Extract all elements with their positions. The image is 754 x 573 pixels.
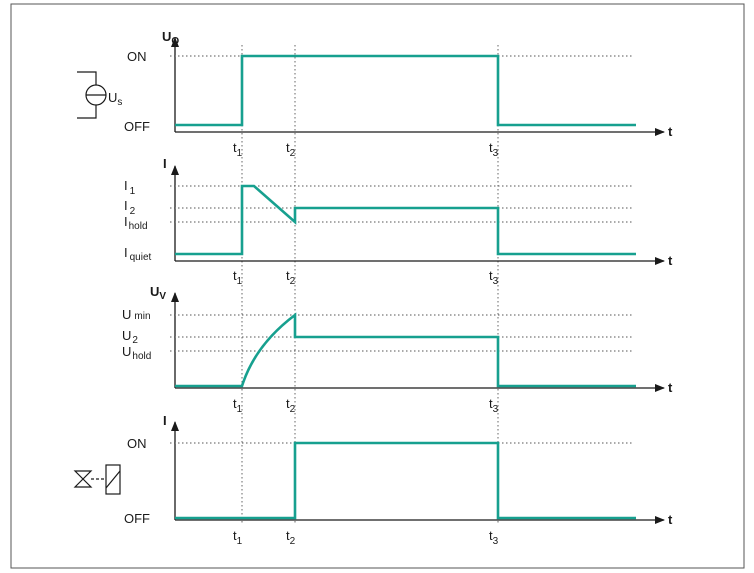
current-signal-trace (175, 184, 636, 256)
current-t1-label: t1 (233, 268, 243, 287)
uo-t3-label: t3 (489, 140, 499, 159)
valve-level-on-label: ON (127, 436, 147, 451)
uv-t1-label: t1 (233, 396, 243, 415)
voltage-source-label: Us (108, 90, 122, 108)
current-t3-label: t3 (489, 268, 499, 287)
uo-signal-trace (175, 54, 636, 127)
uv-axis-label: UV (150, 284, 166, 302)
uo-time-label: t (668, 124, 673, 139)
uv-t3-label: t3 (489, 396, 499, 415)
current-time-label: t (668, 253, 673, 268)
valve-time-label: t (668, 512, 673, 527)
figure-frame (10, 3, 745, 569)
valve-level-off-label: OFF (124, 511, 150, 526)
uo-t2-label: t2 (286, 140, 296, 159)
valve-solenoid-icon (73, 464, 121, 495)
valve-t1-label: t1 (233, 528, 243, 547)
valve-t3-label: t3 (489, 528, 499, 547)
valve-signal-trace (175, 441, 636, 520)
uo-level-on-label: ON (127, 49, 147, 64)
uv-level-uhold-label: Uhold (122, 344, 151, 362)
uv-level-u2-label: U2 (122, 328, 138, 346)
voltage-source-icon (77, 71, 107, 119)
uo-t1-label: t1 (233, 140, 243, 159)
current-axis-label: I (163, 156, 167, 171)
uv-time-label: t (668, 380, 673, 395)
valve-time-marks: t1 t2 t3 (233, 528, 499, 547)
uv-time-marks: t1 t2 t3 (233, 396, 499, 415)
current-time-marks: t1 t2 t3 (233, 268, 499, 287)
current-t2-label: t2 (286, 268, 296, 287)
current-level-ihold-label: Ihold (124, 214, 148, 232)
valve-axis-label: I (163, 413, 167, 428)
uo-axis-label: UO (162, 29, 179, 47)
panel-valve: I t ON OFF t1 t2 t3 (73, 413, 673, 547)
valve-t2-label: t2 (286, 528, 296, 547)
uv-t2-label: t2 (286, 396, 296, 415)
uo-time-marks: t1 t2 t3 (233, 140, 499, 159)
panel-uo: UO t ON OFF Us t1 t2 t3 (77, 29, 673, 159)
uo-level-off-label: OFF (124, 119, 150, 134)
uv-signal-trace (175, 312, 636, 388)
